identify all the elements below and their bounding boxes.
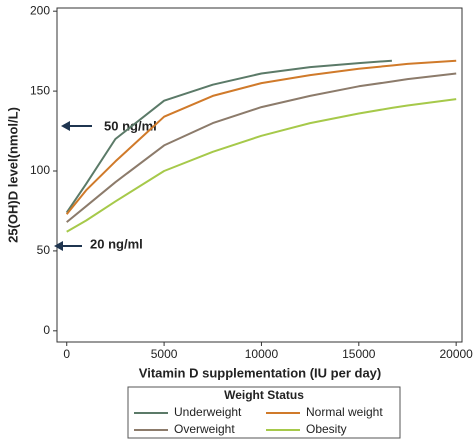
legend-label: Overweight xyxy=(174,422,235,436)
legend-label: Obesity xyxy=(306,422,347,436)
x-axis-title: Vitamin D supplementation (IU per day) xyxy=(139,365,381,380)
y-tick-label: 150 xyxy=(30,83,50,97)
x-tick-label: 15000 xyxy=(342,347,376,361)
annotation-arrow xyxy=(54,121,92,251)
legend-label: Underweight xyxy=(174,405,242,419)
x-tick-label: 20000 xyxy=(439,347,473,361)
annotation: 20 ng/ml xyxy=(90,236,143,251)
x-tick-label: 0 xyxy=(63,347,70,361)
x-tick-label: 5000 xyxy=(151,347,178,361)
series-line xyxy=(65,59,457,215)
legend-label: Normal weight xyxy=(306,405,383,419)
plot-frame xyxy=(56,7,463,343)
series-line xyxy=(66,98,457,233)
series-line xyxy=(65,59,392,214)
x-tick-label: 10000 xyxy=(245,347,279,361)
y-tick-label: 200 xyxy=(30,3,50,17)
y-tick-label: 0 xyxy=(43,323,50,337)
y-tick-label: 50 xyxy=(37,243,51,257)
annotation: 50 ng/ml xyxy=(104,118,157,133)
y-axis-title: 25(OH)D level(nmol/L) xyxy=(5,107,20,243)
series-line xyxy=(66,72,457,223)
legend-title: Weight Status xyxy=(224,388,304,402)
legend-box xyxy=(127,386,401,439)
y-tick-label: 100 xyxy=(30,163,50,177)
